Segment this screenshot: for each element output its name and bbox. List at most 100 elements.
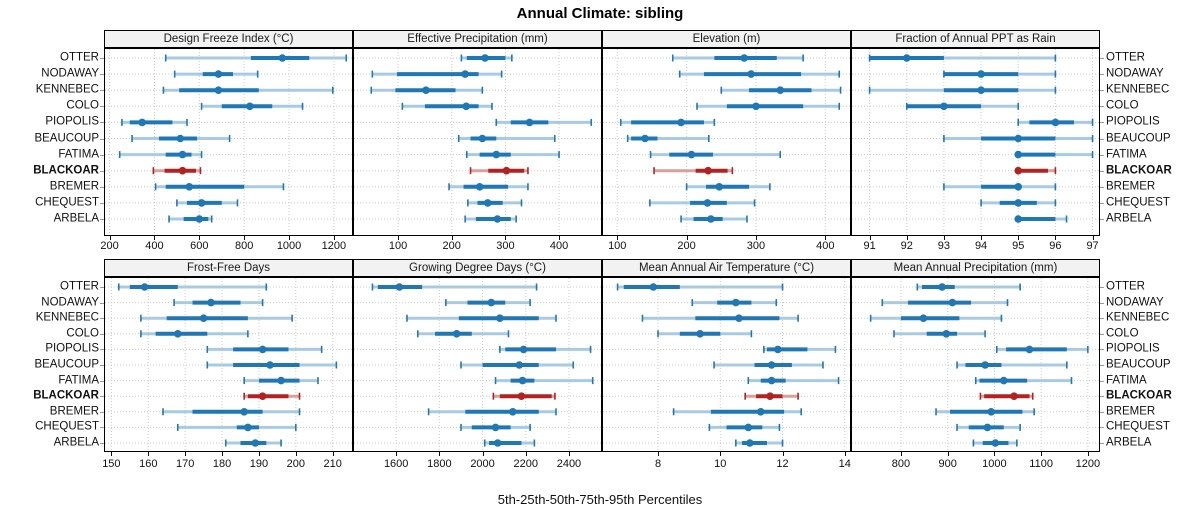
x-tick-label: 210 bbox=[323, 458, 342, 470]
median-dot bbox=[707, 215, 715, 223]
median-dot bbox=[977, 86, 985, 94]
percentile-marks-beaucoup bbox=[943, 134, 1094, 143]
percentile-marks-fatima bbox=[1014, 150, 1094, 159]
percentile-marks-kennebec bbox=[162, 86, 334, 94]
median-dot bbox=[1014, 183, 1023, 191]
median-dot bbox=[1010, 392, 1018, 400]
x-tick-mark bbox=[720, 452, 722, 456]
x-tick-label: 10 bbox=[714, 458, 727, 470]
median-dot bbox=[948, 298, 957, 307]
median-dot bbox=[251, 439, 260, 447]
percentile-marks-bremer bbox=[448, 183, 529, 191]
panel-plot-mean-annual-precipitation-mm bbox=[852, 278, 1099, 451]
median-dot bbox=[461, 70, 469, 78]
panel-strip-mean-annual-precipitation-mm: Mean Annual Precipitation (mm) bbox=[851, 259, 1100, 277]
row-tick bbox=[1100, 202, 1104, 204]
panel-mean-annual-precipitation-mm bbox=[851, 277, 1100, 452]
x-tick-mark bbox=[844, 452, 846, 456]
site-label-otter: OTTER bbox=[1106, 51, 1145, 64]
percentile-marks-chequest bbox=[649, 199, 756, 207]
percentile-marks-arbela bbox=[972, 439, 1018, 447]
percentile-marks-blackoar bbox=[152, 166, 202, 175]
percentile-marks-kennebec bbox=[869, 314, 1003, 322]
x-tick-label: 92 bbox=[900, 240, 913, 252]
median-dot bbox=[178, 166, 187, 175]
median-dot bbox=[493, 215, 502, 223]
median-dot bbox=[258, 392, 267, 400]
x-tick-mark bbox=[900, 452, 902, 456]
median-dot bbox=[483, 199, 492, 207]
median-dot bbox=[687, 150, 696, 159]
panel-frost-free-days bbox=[104, 277, 353, 452]
median-dot bbox=[487, 298, 496, 307]
median-dot bbox=[178, 150, 187, 159]
percentile-marks-piopolis bbox=[495, 118, 593, 127]
x-tick-label: 800 bbox=[891, 458, 911, 470]
row-tick bbox=[100, 365, 104, 366]
percentile-marks-colo bbox=[893, 330, 986, 338]
x-tick-mark bbox=[943, 236, 945, 240]
x-tick-label: 93 bbox=[937, 240, 951, 252]
percentile-marks-otter bbox=[117, 283, 268, 291]
x-tick-label: 2000 bbox=[470, 458, 495, 470]
row-tick bbox=[100, 186, 104, 188]
row-tick bbox=[100, 138, 104, 140]
panel-strip-frost-free-days: Frost-Free Days bbox=[104, 259, 353, 277]
row-tick bbox=[100, 202, 104, 204]
percentile-marks-kennebec bbox=[641, 314, 799, 322]
x-tick-mark bbox=[185, 452, 187, 456]
site-label-piopolis: PIOPOLIS bbox=[45, 115, 99, 128]
x-tick-label: 200 bbox=[286, 458, 305, 470]
row-tick bbox=[100, 349, 104, 351]
site-label-nodaway: NODAWAY bbox=[1106, 295, 1164, 308]
panel-mean-annual-air-temperature-c bbox=[602, 277, 851, 452]
x-tick-label: 100 bbox=[608, 240, 627, 252]
site-label-arbela: ARBELA bbox=[53, 436, 99, 449]
x-tick-mark bbox=[295, 452, 297, 456]
percentile-marks-beaucoup bbox=[206, 361, 338, 369]
percentile-marks-otter bbox=[371, 283, 538, 291]
site-label-piopolis: PIOPOLIS bbox=[45, 342, 99, 355]
x-tick-label: 400 bbox=[145, 240, 164, 252]
percentile-marks-chequest bbox=[980, 199, 1057, 207]
median-dot bbox=[774, 345, 782, 354]
median-dot bbox=[422, 86, 430, 94]
x-tick-mark bbox=[154, 236, 156, 240]
percentile-marks-otter bbox=[164, 54, 348, 62]
percentile-marks-blackoar bbox=[979, 392, 1034, 400]
site-label-otter: OTTER bbox=[1106, 280, 1145, 293]
median-dot bbox=[525, 118, 534, 127]
x-tick-mark bbox=[439, 452, 441, 456]
percentile-marks-beaucoup bbox=[457, 134, 556, 143]
median-dot bbox=[942, 330, 951, 338]
percentile-marks-otter bbox=[616, 283, 784, 291]
x-tick-mark bbox=[981, 236, 983, 240]
row-tick bbox=[1100, 58, 1104, 59]
x-tick-label: 170 bbox=[175, 458, 195, 470]
site-label-colo: COLO bbox=[1106, 327, 1139, 340]
row-tick bbox=[100, 287, 104, 288]
row-tick bbox=[1100, 287, 1104, 288]
x-tick-label: 14 bbox=[838, 458, 851, 470]
median-dot bbox=[199, 314, 208, 322]
percentile-marks-nodaway bbox=[445, 298, 531, 307]
panel-strip-growing-degree-days-c: Growing Degree Days (°C) bbox=[353, 259, 602, 277]
site-label-kennebec: KENNEBEC bbox=[1106, 311, 1170, 324]
percentile-marks-arbela bbox=[1014, 215, 1068, 223]
row-tick bbox=[100, 90, 104, 92]
x-tick-mark bbox=[559, 236, 561, 240]
row-tick bbox=[100, 58, 104, 59]
panel-plot-effective-precipitation-mm bbox=[354, 49, 601, 235]
row-tick bbox=[1100, 302, 1104, 304]
median-dot bbox=[246, 102, 254, 111]
median-dot bbox=[767, 376, 776, 385]
x-tick-label: 97 bbox=[1086, 240, 1099, 252]
median-dot bbox=[277, 376, 285, 385]
percentile-marks-chequest bbox=[176, 423, 297, 432]
median-dot bbox=[517, 392, 526, 400]
x-tick-mark bbox=[658, 452, 660, 456]
median-dot bbox=[1025, 345, 1034, 354]
x-tick-mark bbox=[782, 452, 784, 456]
percentile-marks-fatima bbox=[465, 150, 560, 159]
panel-strip-design-freeze-index-c: Design Freeze Index (°C) bbox=[104, 30, 353, 48]
